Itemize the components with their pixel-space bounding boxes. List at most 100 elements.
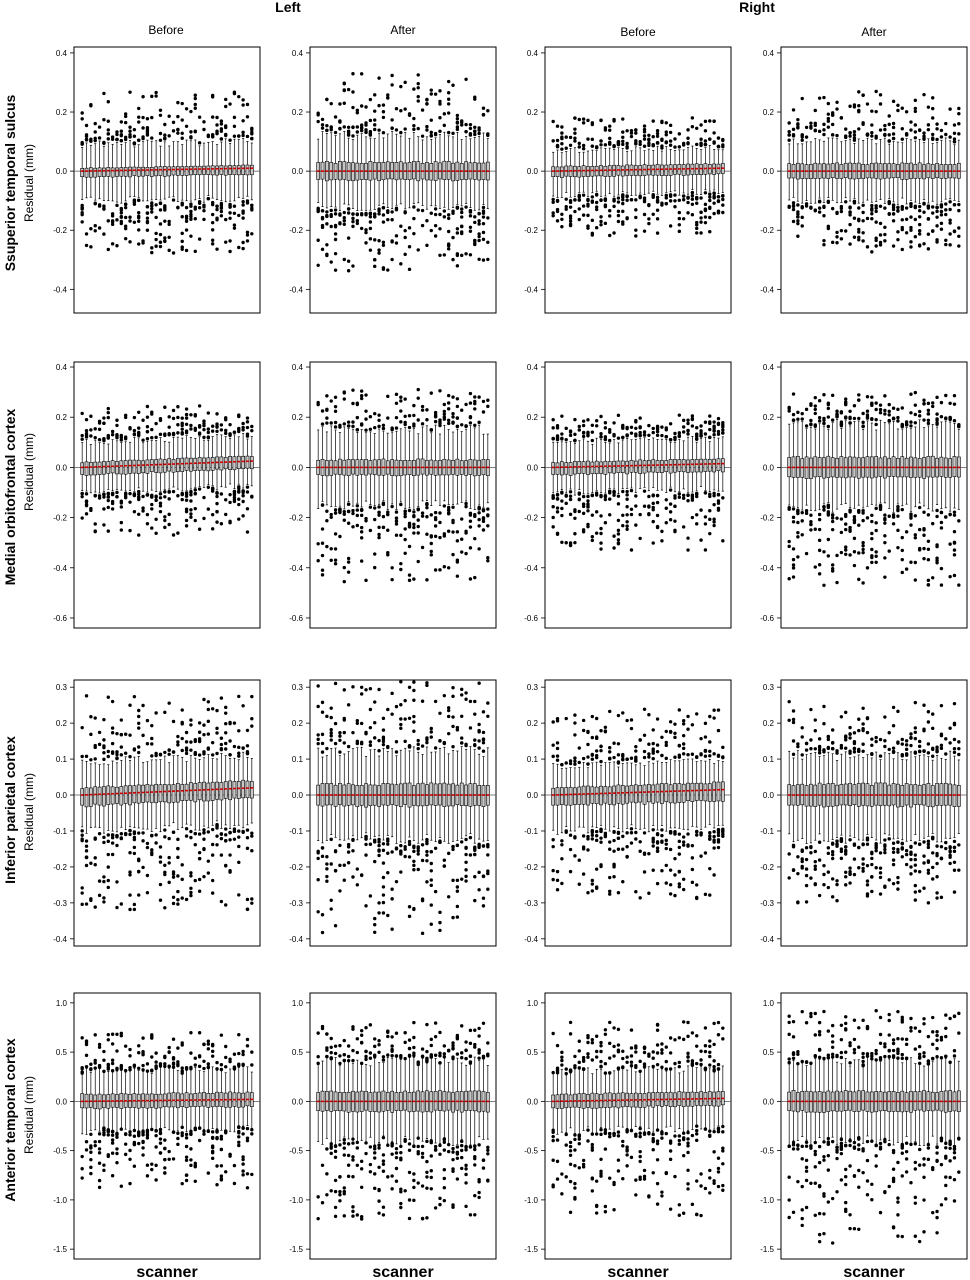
- outlier-point: [333, 237, 338, 242]
- outlier-point: [673, 193, 677, 197]
- outlier-point: [237, 134, 241, 138]
- outlier-point: [673, 431, 677, 436]
- outlier-point: [93, 224, 97, 228]
- box-28: [197, 404, 202, 531]
- outlier-point: [590, 218, 595, 223]
- outlier-point: [481, 258, 486, 262]
- outlier-point: [359, 394, 364, 398]
- outlier-point: [629, 431, 634, 435]
- outlier-point: [796, 417, 800, 421]
- outlier-point: [486, 404, 490, 409]
- outlier-point: [442, 123, 447, 128]
- outlier-point: [464, 531, 468, 535]
- box-28: [433, 92, 438, 238]
- outlier-point: [481, 399, 486, 404]
- box-25: [420, 404, 425, 550]
- outlier-point: [716, 506, 721, 511]
- outlier-point: [373, 215, 377, 219]
- box-39: [245, 416, 250, 534]
- outlier-point: [468, 519, 473, 523]
- outlier-point: [896, 237, 900, 242]
- box-body: [245, 164, 250, 176]
- box-7: [577, 424, 582, 514]
- outlier-point: [377, 525, 381, 530]
- outlier-point: [857, 393, 861, 397]
- box-body: [599, 461, 603, 474]
- outlier-point: [115, 418, 119, 422]
- outlier-point: [621, 142, 625, 147]
- outlier-point: [145, 126, 150, 130]
- outlier-point: [193, 205, 197, 209]
- box-17: [149, 410, 154, 530]
- outlier-point: [791, 507, 796, 511]
- outlier-point: [446, 111, 451, 115]
- outlier-point: [891, 121, 896, 126]
- outlier-point: [616, 219, 621, 224]
- outlier-point: [913, 235, 918, 239]
- outlier-point: [655, 433, 660, 438]
- outlier-point: [219, 428, 224, 432]
- outlier-point: [429, 88, 433, 92]
- outlier-point: [861, 550, 865, 555]
- outlier-point: [394, 510, 399, 514]
- outlier-point: [931, 106, 935, 111]
- box-16: [145, 117, 150, 232]
- outlier-point: [451, 235, 455, 240]
- box-body: [673, 459, 677, 473]
- outlier-point: [870, 401, 874, 405]
- box-body: [699, 458, 703, 473]
- outlier-point: [250, 126, 254, 131]
- outlier-point: [477, 517, 481, 522]
- outlier-point: [874, 220, 878, 224]
- outlier-point: [957, 234, 961, 239]
- outlier-point: [106, 529, 110, 533]
- outlier-point: [830, 569, 835, 573]
- row-region-label-4: Anterior temporal cortex: [2, 1038, 18, 1202]
- outlier-point: [787, 204, 791, 208]
- outlier-point: [433, 207, 438, 211]
- outlier-point: [394, 107, 399, 111]
- x-axis-label-col1: scanner: [136, 1264, 197, 1280]
- outlier-point: [420, 514, 425, 518]
- outlier-point: [477, 547, 481, 551]
- outlier-point: [359, 212, 364, 216]
- box-11: [830, 111, 835, 245]
- outlier-point: [97, 136, 102, 140]
- box-4: [93, 427, 98, 534]
- outlier-point: [128, 240, 132, 244]
- outlier-point: [800, 519, 804, 523]
- y-tick-label: 0.4: [56, 363, 68, 372]
- outlier-point: [870, 417, 874, 422]
- outlier-point: [464, 504, 468, 509]
- outlier-point: [568, 490, 573, 494]
- outlier-point: [673, 199, 677, 203]
- outlier-point: [690, 190, 695, 195]
- outlier-point: [364, 409, 368, 413]
- outlier-point: [189, 234, 193, 238]
- outlier-point: [145, 436, 150, 441]
- outlier-point: [878, 128, 883, 132]
- outlier-point: [594, 207, 599, 212]
- outlier-point: [612, 117, 616, 122]
- box-body: [586, 460, 590, 475]
- outlier-point: [844, 527, 848, 532]
- outlier-point: [944, 212, 948, 217]
- outlier-point: [612, 198, 616, 202]
- outlier-point: [848, 421, 852, 425]
- outlier-point: [573, 139, 577, 143]
- panel-r2-c2: -0.6-0.4-0.20.00.20.4: [289, 361, 497, 629]
- outlier-point: [438, 568, 442, 572]
- outlier-point: [145, 512, 150, 517]
- outlier-point: [412, 216, 416, 221]
- outlier-point: [695, 220, 699, 225]
- outlier-point: [80, 203, 84, 208]
- outlier-point: [638, 195, 642, 200]
- outlier-point: [455, 424, 460, 429]
- y-tick-label: -0.2: [760, 514, 774, 523]
- row-ylabel-1: Residual (mm): [22, 144, 36, 222]
- outlier-point: [377, 103, 381, 108]
- outlier-point: [455, 227, 460, 231]
- outlier-point: [115, 434, 119, 438]
- outlier-point: [681, 493, 686, 498]
- outlier-point: [608, 214, 612, 218]
